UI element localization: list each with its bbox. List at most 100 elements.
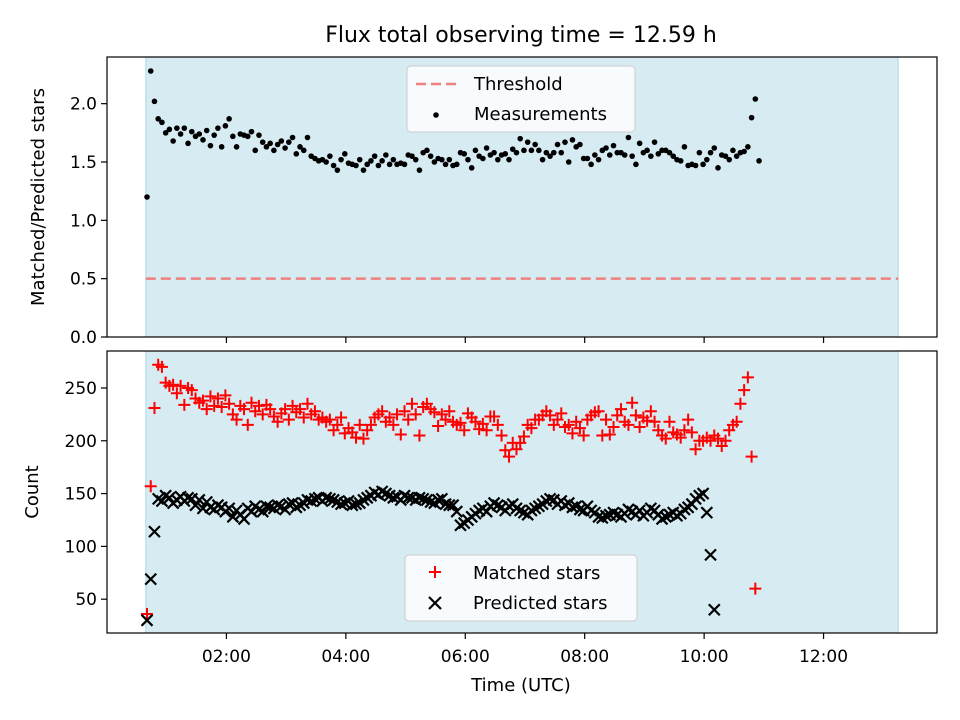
matched-star-point: [357, 432, 370, 445]
measurement-point: [700, 161, 706, 168]
x-tick-label: 12:00: [799, 647, 848, 667]
measurement-point: [166, 126, 173, 133]
top-y-tick-label: 0.0: [70, 328, 97, 348]
predicted-star-point: [260, 499, 273, 513]
measurement-point: [170, 138, 176, 144]
measurement-point: [424, 147, 430, 154]
matched-star-point: [738, 384, 751, 397]
measurement-point: [439, 156, 445, 163]
matched-star-point: [641, 414, 654, 427]
measurement-point: [297, 144, 303, 150]
measurement-point: [756, 158, 762, 164]
measurement-point: [532, 141, 538, 148]
bottom-axes-frame: [106, 350, 938, 634]
measurement-point: [375, 162, 382, 169]
measurement-point: [752, 96, 759, 102]
measurement-point: [259, 139, 266, 145]
matched-star-point: [413, 429, 426, 442]
measurement-point: [144, 194, 150, 200]
predicted-star-point: [140, 614, 154, 627]
measurement-point: [215, 125, 221, 131]
measurement-point: [670, 153, 677, 159]
matched-star-point: [551, 413, 564, 426]
top-y-tick-label: 0.5: [70, 270, 97, 290]
measurement-point: [162, 130, 169, 136]
matched-star-point: [674, 431, 687, 444]
matched-star-point: [555, 407, 568, 420]
matched-star-point: [409, 408, 422, 421]
measurement-point: [468, 165, 475, 171]
predicted-star-point: [144, 572, 158, 586]
matched-star-point: [749, 582, 762, 595]
matched-star-point: [308, 405, 321, 418]
measurement-point: [267, 140, 273, 147]
measurement-point: [446, 156, 453, 163]
measurement-point: [155, 116, 162, 122]
predicted-star-point: [345, 498, 359, 512]
measurement-point: [356, 156, 363, 163]
matched-star-point: [170, 387, 183, 400]
matched-star-point: [144, 480, 157, 493]
measurement-point: [293, 151, 300, 157]
measurement-point: [323, 159, 329, 165]
matched-star-point: [215, 400, 228, 413]
matched-star-point: [458, 424, 471, 437]
matched-star-point: [678, 424, 691, 437]
measurement-point: [491, 149, 497, 156]
x-tick-label: 08:00: [560, 647, 609, 667]
predicted-star-point: [566, 501, 579, 514]
bottom-x-ticks: 02:00 04:00 06:00 08:00 10:00 12:00: [202, 633, 848, 667]
legend-matched-label: Matched stars: [473, 563, 600, 584]
measurement-point: [521, 147, 527, 154]
measurement-point: [271, 147, 277, 154]
measurement-point: [733, 153, 740, 159]
measurement-point: [539, 156, 546, 163]
matched-star-point: [734, 397, 747, 410]
matched-star-point: [469, 415, 482, 428]
top-legend: Threshold Measurements: [406, 65, 636, 133]
matched-star-point: [219, 389, 232, 402]
measurement-point: [353, 162, 359, 169]
matched-star-point: [185, 384, 198, 397]
measurement-point: [726, 156, 733, 163]
matched-star-point: [174, 379, 187, 392]
measurement-point: [188, 128, 195, 135]
matched-star-point: [562, 418, 575, 431]
matched-stars-points: [141, 358, 762, 620]
bottom-y-tick-label: 250: [65, 379, 97, 399]
measurement-point: [196, 131, 203, 137]
measurement-point: [286, 139, 292, 145]
measurement-point: [360, 167, 367, 173]
measurement-point: [715, 165, 721, 171]
top-axes-frame: [106, 56, 938, 338]
measurement-point: [517, 135, 524, 142]
measurement-point: [625, 134, 632, 141]
measurement-point: [147, 68, 154, 74]
measurement-point: [636, 140, 643, 147]
measurement-point: [655, 151, 662, 157]
measurement-point: [416, 167, 423, 173]
predicted-star-point: [222, 502, 236, 515]
measurement-point: [480, 155, 486, 162]
top-legend-box: [406, 65, 636, 133]
predicted-star-point: [308, 492, 322, 506]
measurement-point: [644, 147, 650, 154]
matched-star-point: [155, 360, 168, 373]
measurement-point: [629, 153, 635, 159]
top-y-axis-label: Matched/Predicted stars: [28, 88, 49, 306]
measurement-point: [707, 149, 714, 156]
predicted-star-point: [700, 506, 714, 519]
measurement-point: [282, 145, 288, 151]
matched-star-point: [491, 418, 504, 431]
measurement-point: [218, 144, 225, 150]
measurement-point: [495, 156, 501, 163]
matched-star-point: [476, 417, 489, 430]
matched-star-point: [443, 405, 456, 418]
matched-star-point: [517, 430, 530, 443]
matched-star-point: [622, 418, 635, 431]
measurement-point: [472, 147, 479, 154]
matched-star-point: [286, 399, 299, 412]
measurement-point: [633, 161, 639, 168]
matched-star-point: [335, 411, 348, 424]
